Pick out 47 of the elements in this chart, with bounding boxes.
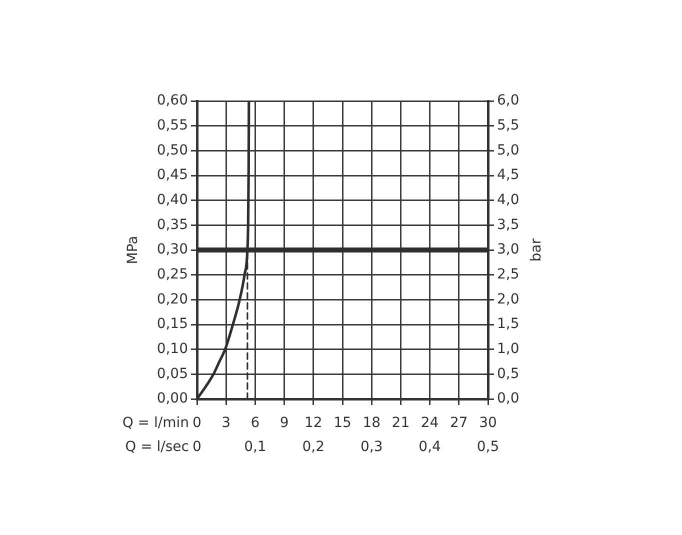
x-tick-label: 6: [250, 415, 260, 432]
y-tick-label: 0,50: [156, 142, 188, 158]
y2-tick-label: 2,5: [497, 266, 520, 282]
x2-tick-label: 0,3: [360, 439, 383, 456]
x-tick-label: 27: [450, 415, 468, 432]
y-tick-label: 0,40: [156, 192, 188, 208]
x-axis-title: Q = l/min: [122, 415, 189, 432]
y-tick-label: 0,20: [156, 291, 188, 308]
y2-tick-label: 4,5: [497, 167, 520, 184]
y-tick-label: 0,15: [156, 316, 188, 332]
x-tick-label: 9: [280, 415, 289, 432]
y2-axis-title: bar: [528, 238, 545, 262]
y-tick-label: 0,55: [156, 117, 188, 134]
x-tick-label: 18: [362, 415, 381, 432]
y2-tick-label: 5,0: [497, 142, 520, 158]
y2-tick-label: 3,0: [497, 242, 520, 258]
y-tick-label: 0,60: [156, 92, 188, 109]
x-tick-label: 15: [334, 415, 352, 432]
y2-tick-label: 5,5: [497, 117, 520, 134]
x-tick-label: 21: [392, 415, 410, 432]
x2-tick-label: 0,5: [476, 439, 500, 456]
x2-tick-label: 0,4: [418, 439, 442, 456]
x2-axis-title: Q = l/sec: [125, 439, 189, 456]
x2-tick-label: 0,2: [302, 439, 325, 456]
y-tick-label: 0,05: [156, 366, 188, 382]
y-tick-label: 0,35: [156, 216, 188, 233]
y-tick-label: 0,25: [156, 266, 188, 282]
x-tick-label: 3: [222, 415, 231, 432]
x-tick-label: 0: [192, 415, 202, 432]
x-tick-label: 12: [304, 415, 322, 432]
x2-tick-label: 0,1: [244, 439, 266, 456]
y-tick-label: 0,00: [156, 390, 188, 407]
y-axis-title: MPa: [125, 236, 142, 264]
y2-tick-label: 0,0: [497, 390, 520, 407]
y2-tick-label: 4,0: [497, 192, 520, 208]
y-tick-label: 0,30: [156, 242, 188, 258]
y-tick-label: 0,45: [156, 167, 188, 184]
y2-tick-label: 0,5: [497, 366, 520, 382]
x2-tick-label: 0: [192, 439, 202, 456]
y2-tick-label: 2,0: [497, 291, 520, 308]
y2-tick-label: 3,5: [497, 216, 520, 233]
y2-tick-label: 1,0: [497, 340, 520, 357]
y2-tick-label: 6,0: [497, 92, 520, 109]
y2-tick-label: 1,5: [497, 316, 520, 332]
y-tick-label: 0,10: [156, 340, 188, 357]
x-tick-label: 24: [420, 415, 439, 432]
x-tick-label: 30: [479, 415, 497, 432]
